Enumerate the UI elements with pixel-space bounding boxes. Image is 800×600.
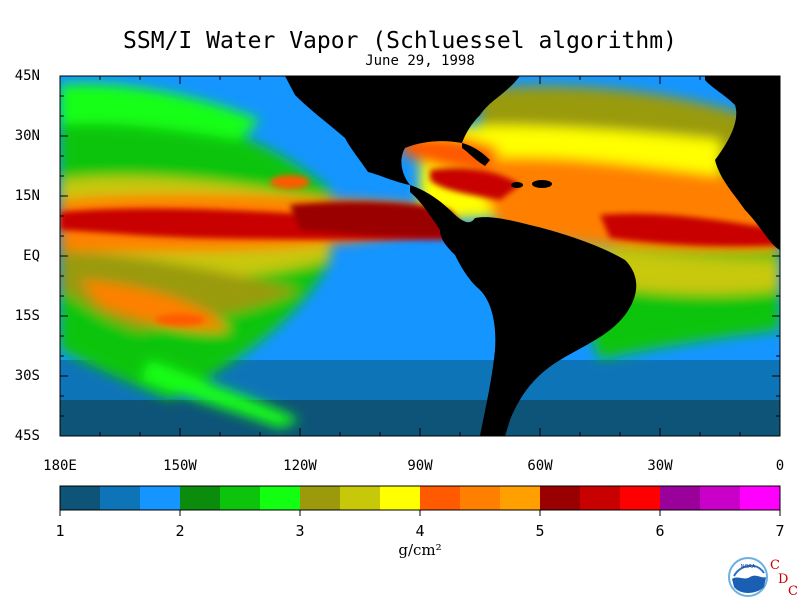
colorbar-tick-label: 4: [415, 522, 425, 540]
colorbar-units: g/cm²: [398, 541, 442, 559]
longitude-label: 150W: [163, 458, 197, 474]
colorbar-swatch: [460, 486, 501, 510]
colorbar-tick-label: 5: [535, 522, 545, 540]
longitude-label: 180E: [43, 458, 77, 474]
colorbar-tick-label: 1: [55, 522, 65, 540]
colorbar-tick-label: 7: [775, 522, 785, 540]
colorbar-swatch: [300, 486, 341, 510]
colorbar-swatch: [420, 486, 461, 510]
colorbar-swatch: [700, 486, 741, 510]
longitude-label: 120W: [283, 458, 317, 474]
colorbar-swatch: [500, 486, 541, 510]
colorbar-swatch: [660, 486, 701, 510]
colorbar-swatch: [140, 486, 181, 510]
latitude-label: 45N: [14, 68, 40, 84]
colorbar-swatch: [580, 486, 621, 510]
logo-letter-c2: C: [788, 584, 798, 599]
map-title: SSM/I Water Vapor (Schluessel algorithm): [123, 28, 677, 54]
latitude-label: 15N: [14, 188, 40, 204]
longitude-label: 60W: [527, 458, 553, 474]
colorbar-swatch: [740, 486, 781, 510]
colorbar-swatch: [620, 486, 661, 510]
colorbar-ticks: [59, 510, 781, 516]
colorbar-swatch: [180, 486, 221, 510]
colorbar-swatch: [260, 486, 301, 510]
logo-letter-c: C: [770, 558, 780, 573]
longitude-label: 0: [775, 458, 785, 474]
colorbar-swatch: [340, 486, 381, 510]
noaa-cdc-logo: NOAA C D C: [728, 557, 798, 599]
map-ticks: [59, 75, 781, 437]
noaa-logo-text: NOAA: [741, 564, 756, 570]
latitude-label: 45S: [14, 428, 40, 444]
logo-letter-d: D: [778, 572, 788, 587]
latitude-label: EQ: [23, 248, 40, 264]
latitude-label: 30N: [14, 128, 40, 144]
map-date: June 29, 1998: [365, 53, 475, 69]
colorbar-swatch: [100, 486, 141, 510]
map-field: [60, 76, 780, 436]
colorbar-swatch: [380, 486, 421, 510]
longitude-label: 30W: [647, 458, 673, 474]
colorbar-swatch: [60, 486, 101, 510]
latitude-label: 30S: [14, 368, 40, 384]
land-masses: [285, 76, 780, 436]
colorbar-tick-label: 6: [655, 522, 665, 540]
longitude-label: 90W: [407, 458, 433, 474]
colorbar: [60, 486, 781, 510]
colorbar-tick-label: 3: [295, 522, 305, 540]
colorbar-swatch: [540, 486, 581, 510]
latitude-label: 15S: [14, 308, 40, 324]
colorbar-tick-label: 2: [175, 522, 185, 540]
colorbar-swatch: [220, 486, 261, 510]
